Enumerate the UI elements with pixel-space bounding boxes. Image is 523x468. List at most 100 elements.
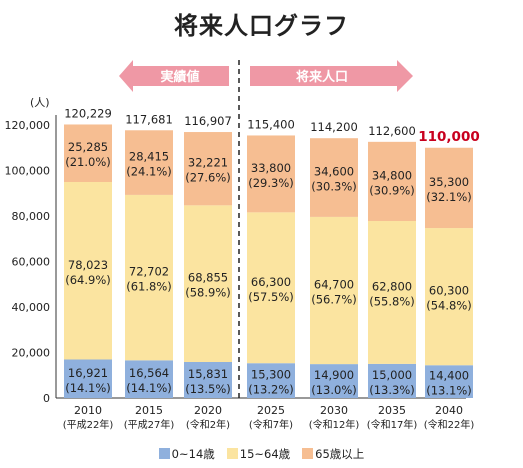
x-tick-label: 2015 [135, 404, 163, 417]
bar-percent-label: (14.1%) [65, 381, 111, 395]
x-tick-label: 2010 [74, 404, 102, 417]
period-arrow-right-label: 将来人口 [296, 69, 348, 85]
bar-total-label: 120,229 [64, 106, 112, 120]
legend-item-age-0-14: 0~14歳 [158, 446, 215, 462]
x-tick-era-label: (令和22年) [424, 418, 475, 431]
x-tick-era-label: (令和2年) [186, 418, 230, 431]
bar-segment-age-0-14 [184, 361, 232, 398]
bar-segment-age-15-64 [247, 212, 295, 364]
legend-swatch [158, 448, 170, 459]
bar-value-label: 78,023 [68, 258, 108, 272]
bar-segment-age-65-plus [425, 147, 473, 229]
bar-value-label: 15,831 [188, 367, 228, 381]
bar-percent-label: (14.1%) [126, 381, 172, 395]
bar-percent-label: (61.8%) [126, 280, 172, 294]
bar-value-label: 32,221 [188, 156, 228, 170]
legend: 0~14歳 15~64歳 65歳以上 [0, 446, 523, 462]
bar-total-label: 114,200 [310, 120, 358, 134]
bar-value-label: 33,800 [251, 161, 291, 175]
bar-value-label: 35,300 [429, 175, 469, 189]
bar-percent-label: (30.3%) [311, 180, 357, 194]
bar-value-label: 62,800 [372, 279, 412, 293]
y-axis-unit: (人) [30, 96, 50, 109]
bar-value-label: 64,700 [314, 278, 354, 292]
bar-segment-age-0-14 [125, 360, 173, 398]
bar-segment-age-15-64 [184, 205, 232, 362]
bar-segment-age-0-14 [425, 365, 473, 398]
bar-total-label-highlight: 110,000 [418, 129, 480, 145]
bar-value-label: 16,564 [129, 366, 169, 380]
bar-percent-label: (13.3%) [369, 383, 415, 397]
bar-value-label: 68,855 [188, 271, 228, 285]
bar-total-label: 115,400 [247, 117, 295, 131]
x-tick-era-label: (令和7年) [249, 418, 293, 431]
y-tick-label: 40,000 [12, 301, 51, 314]
x-tick-label: 2040 [435, 404, 463, 417]
period-arrow-left-label: 実績値 [160, 69, 199, 85]
bar-segment-age-15-64 [64, 182, 112, 360]
bar-segment-age-65-plus [368, 141, 416, 222]
bar-segment-age-0-14 [368, 363, 416, 398]
legend-swatch [226, 448, 238, 459]
bar-total-label: 116,907 [184, 114, 232, 128]
bar-percent-label: (21.0%) [65, 155, 111, 169]
legend-item-age-15-64: 15~64歳 [226, 446, 291, 462]
legend-label: 65歳以上 [315, 447, 365, 461]
bar-percent-label: (13.2%) [248, 383, 294, 397]
bar-value-label: 34,800 [372, 168, 412, 182]
bar-percent-label: (30.9%) [369, 183, 415, 197]
bar-value-label: 66,300 [251, 275, 291, 289]
bar-percent-label: (13.0%) [311, 383, 357, 397]
bar-value-label: 16,921 [68, 366, 108, 380]
bar-percent-label: (13.1%) [426, 384, 472, 398]
bar-percent-label: (64.9%) [65, 273, 111, 287]
bar-value-label: 72,702 [129, 265, 169, 279]
y-tick-label: 0 [43, 392, 50, 405]
x-tick-label: 2020 [194, 404, 222, 417]
bar-total-label: 117,681 [125, 112, 173, 126]
bar-value-label: 15,300 [251, 368, 291, 382]
bar-segment-age-15-64 [368, 221, 416, 364]
y-tick-label: 100,000 [5, 165, 51, 178]
bar-percent-label: (13.5%) [185, 382, 231, 396]
bar-percent-label: (24.1%) [126, 165, 172, 179]
bar-percent-label: (55.8%) [369, 294, 415, 308]
bar-segment-age-15-64 [425, 228, 473, 366]
bar-value-label: 60,300 [429, 284, 469, 298]
x-tick-label: 2025 [257, 404, 285, 417]
bar-value-label: 14,400 [429, 369, 469, 383]
bar-segment-age-0-14 [247, 363, 295, 398]
x-tick-label: 2035 [378, 404, 406, 417]
bar-percent-label: (57.5%) [248, 290, 294, 304]
y-tick-label: 20,000 [12, 347, 51, 360]
x-tick-label: 2030 [320, 404, 348, 417]
bar-value-label: 14,900 [314, 368, 354, 382]
x-tick-era-label: (平成27年) [124, 418, 175, 431]
bar-percent-label: (27.6%) [185, 171, 231, 185]
x-tick-era-label: (令和12年) [309, 418, 360, 431]
legend-label: 15~64歳 [239, 447, 291, 461]
y-tick-label: 80,000 [12, 210, 51, 223]
bar-percent-label: (32.1%) [426, 190, 472, 204]
bar-percent-label: (58.9%) [185, 286, 231, 300]
legend-item-age-65-plus: 65歳以上 [302, 446, 364, 462]
bar-segment-age-65-plus [125, 130, 173, 195]
bar-segment-age-0-14 [310, 364, 358, 398]
bar-segment-age-0-14 [64, 359, 112, 398]
period-arrow-left [119, 60, 229, 92]
bar-segment-age-65-plus [247, 135, 295, 213]
bar-value-label: 25,285 [68, 140, 108, 154]
bar-percent-label: (56.7%) [311, 293, 357, 307]
bar-segment-age-65-plus [64, 124, 112, 183]
period-arrow-right [250, 60, 413, 92]
bar-percent-label: (54.8%) [426, 299, 472, 313]
bar-percent-label: (29.3%) [248, 176, 294, 190]
y-tick-label: 60,000 [12, 256, 51, 269]
legend-label: 0~14歳 [171, 447, 215, 461]
bar-value-label: 28,415 [129, 150, 169, 164]
bar-segment-age-65-plus [310, 138, 358, 217]
bar-total-label: 112,600 [368, 124, 416, 138]
y-tick-label: 120,000 [5, 119, 51, 132]
legend-swatch [302, 448, 314, 459]
chart-title: 将来人口グラフ [174, 12, 349, 40]
